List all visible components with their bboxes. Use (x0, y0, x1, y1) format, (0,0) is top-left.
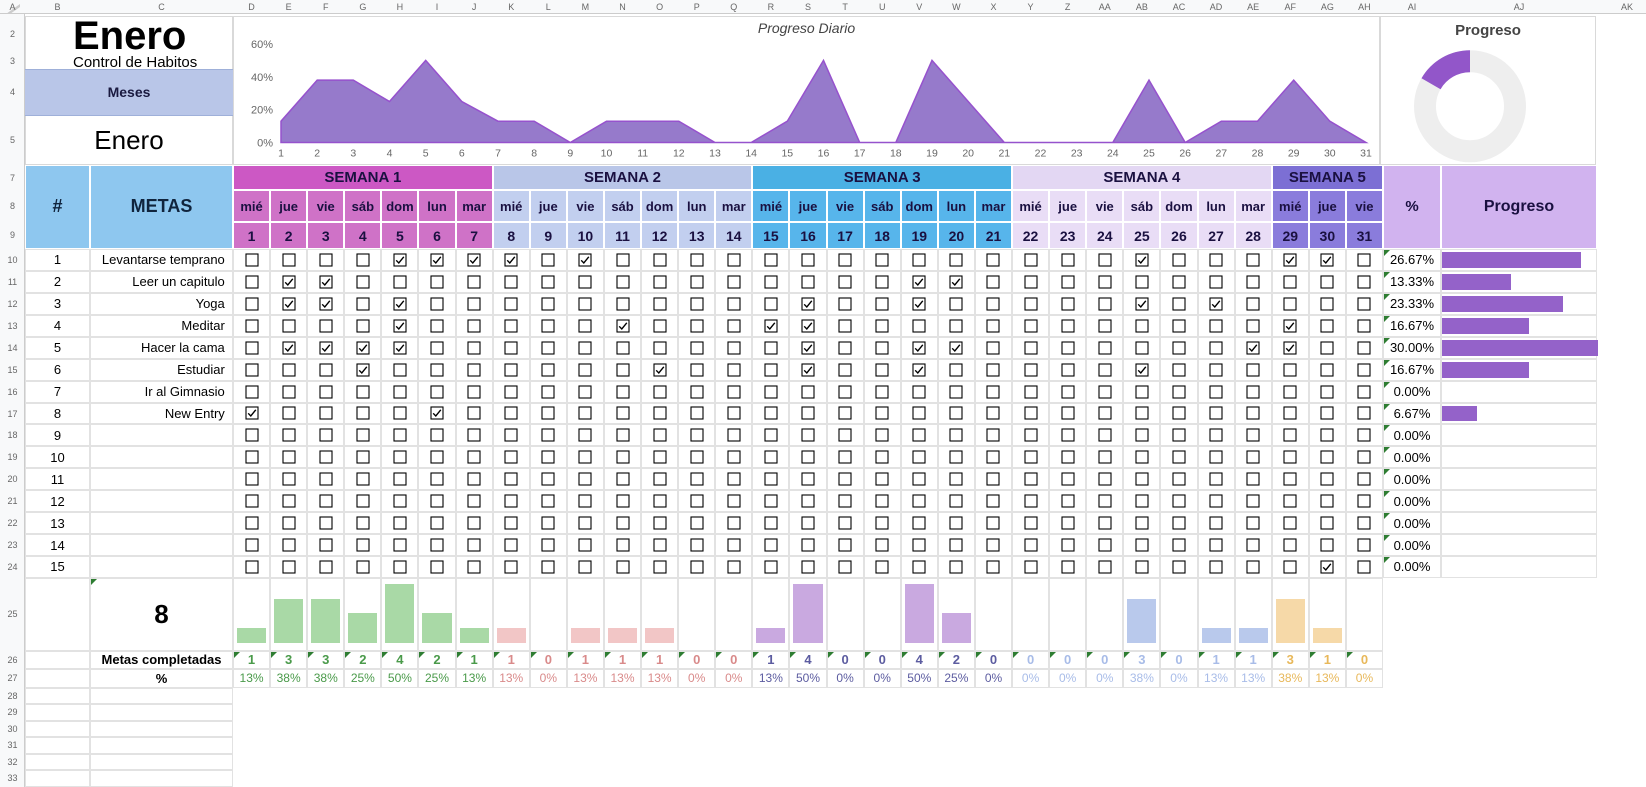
svg-text:1: 1 (278, 148, 284, 160)
svg-text:4: 4 (387, 148, 393, 160)
svg-text:5: 5 (423, 148, 429, 160)
svg-text:14: 14 (745, 148, 757, 160)
svg-text:3: 3 (350, 148, 356, 160)
svg-text:27: 27 (1215, 148, 1227, 160)
svg-text:16: 16 (818, 148, 830, 160)
svg-text:8: 8 (531, 148, 537, 160)
svg-text:21: 21 (998, 148, 1010, 160)
svg-text:25: 25 (1143, 148, 1155, 160)
svg-text:31: 31 (1360, 148, 1372, 160)
svg-text:20: 20 (962, 148, 974, 160)
svg-text:20%: 20% (251, 105, 273, 117)
svg-text:13: 13 (709, 148, 721, 160)
svg-text:11: 11 (637, 148, 648, 160)
svg-text:12: 12 (673, 148, 685, 160)
svg-text:19: 19 (926, 148, 938, 160)
svg-text:7: 7 (495, 148, 501, 160)
svg-text:26: 26 (1179, 148, 1191, 160)
svg-text:40%: 40% (251, 72, 273, 84)
svg-text:24: 24 (1107, 148, 1119, 160)
svg-text:60%: 60% (251, 39, 273, 51)
svg-text:10: 10 (601, 148, 613, 160)
svg-text:2: 2 (314, 148, 320, 160)
svg-text:17: 17 (854, 148, 866, 160)
svg-text:18: 18 (890, 148, 902, 160)
svg-text:30: 30 (1324, 148, 1336, 160)
svg-text:28: 28 (1252, 148, 1264, 160)
svg-text:0%: 0% (257, 138, 273, 150)
svg-text:29: 29 (1288, 148, 1300, 160)
svg-text:22: 22 (1035, 148, 1047, 160)
svg-text:23: 23 (1071, 148, 1083, 160)
svg-text:6: 6 (459, 148, 465, 160)
svg-text:15: 15 (781, 148, 793, 160)
svg-text:9: 9 (567, 148, 573, 160)
